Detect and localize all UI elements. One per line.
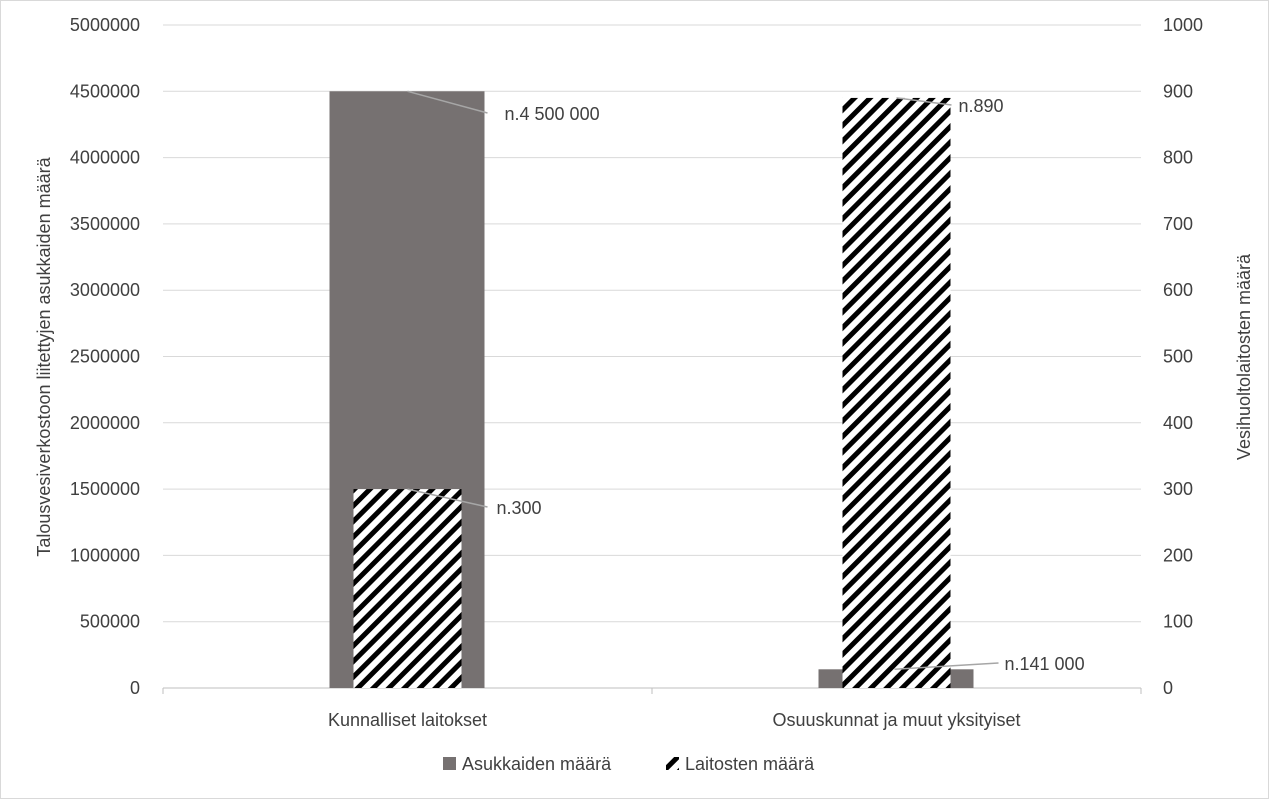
data-label: n.4 500 000 <box>505 104 600 124</box>
y-tick-right: 1000 <box>1163 15 1203 35</box>
y-tick-left: 3000000 <box>70 280 140 300</box>
legend-label-laitosten: Laitosten määrä <box>685 754 815 774</box>
y-tick-left: 1500000 <box>70 479 140 499</box>
y-tick-right: 800 <box>1163 148 1193 168</box>
data-label: n.300 <box>497 498 542 518</box>
y-tick-right: 600 <box>1163 280 1193 300</box>
data-labels: n.4 500 000 n.300 n.890 n.141 000 <box>407 90 1085 674</box>
y-tick-right: 200 <box>1163 545 1193 565</box>
y-tick-left: 2500000 <box>70 347 140 367</box>
y-axis-title-left: Talousvesiverkostoon liitettyjen asukkai… <box>34 156 54 556</box>
data-label: n.141 000 <box>1005 654 1085 674</box>
leader-line <box>894 662 999 671</box>
y-tick-right: 300 <box>1163 479 1193 499</box>
y-tick-left: 0 <box>130 678 140 698</box>
y-tick-left: 500000 <box>80 612 140 632</box>
y-tick-left: 1000000 <box>70 545 140 565</box>
tick-labels: 0 0 500000 100 1000000 200 1500000 300 2000000 40… <box>70 15 1203 730</box>
y-axis-title-right: Vesihuoltolaitosten määrä <box>1234 253 1254 460</box>
y-tick-left: 2000000 <box>70 413 140 433</box>
y-tick-left: 3500000 <box>70 214 140 234</box>
leader-line <box>407 488 488 508</box>
y-tick-left: 4500000 <box>70 81 140 101</box>
y-tick-right: 700 <box>1163 214 1193 234</box>
x-tick-label: Osuuskunnat ja muut yksityiset <box>772 710 1020 730</box>
y-tick-right: 400 <box>1163 413 1193 433</box>
bars <box>329 91 974 689</box>
legend-swatch-laitosten <box>666 757 679 770</box>
leader-line <box>896 97 952 106</box>
y-tick-left: 4000000 <box>70 148 140 168</box>
legend-label-asukkaiden: Asukkaiden määrä <box>462 754 612 774</box>
legend: Asukkaiden määrä Laitosten määrä <box>443 754 815 774</box>
gridlines <box>162 24 1142 694</box>
bar-laitosten <box>842 97 951 689</box>
leader-line <box>407 90 488 114</box>
bar-laitosten <box>353 489 462 688</box>
legend-swatch-asukkaiden <box>443 757 456 770</box>
y-tick-right: 500 <box>1163 347 1193 367</box>
y-tick-right: 0 <box>1163 678 1173 698</box>
y-tick-left: 5000000 <box>70 15 140 35</box>
y-tick-right: 100 <box>1163 612 1193 632</box>
data-label: n.890 <box>959 96 1004 116</box>
x-tick-label: Kunnalliset laitokset <box>328 710 487 730</box>
y-tick-right: 900 <box>1163 81 1193 101</box>
